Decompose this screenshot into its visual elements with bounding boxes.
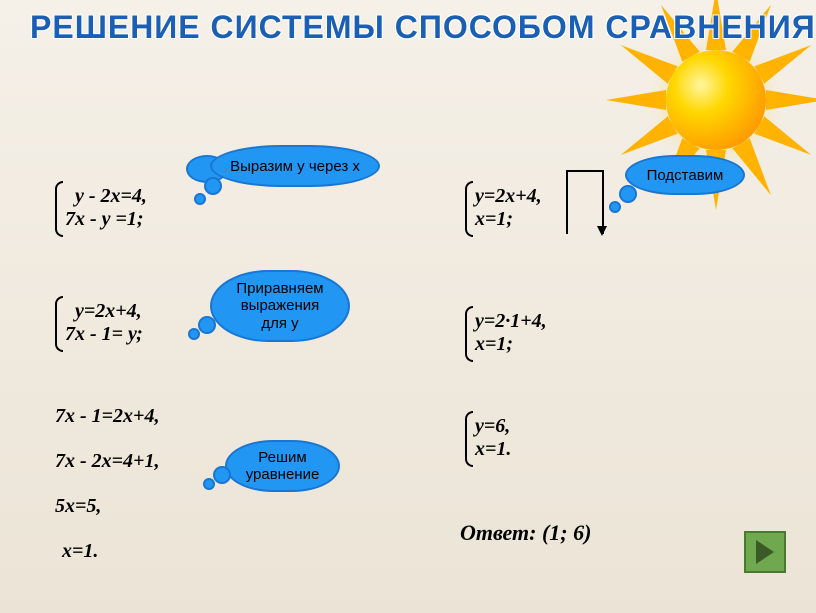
system-3: у=2х+4, х=1; — [475, 185, 542, 231]
eq-line: х=1; — [475, 208, 542, 231]
eq-line: х=1. — [475, 438, 511, 461]
page-title: РЕШЕНИЕ СИСТЕМЫ СПОСОБОМ СРАВНЕНИЯ — [30, 10, 816, 45]
cloud-text: Решим уравнение — [241, 449, 324, 484]
cloud-text: Подставим — [647, 167, 724, 184]
eq-line: у=2х+4, — [65, 300, 143, 323]
hint-cloud-substitute: Подставим — [625, 155, 745, 195]
eq-line: у=2х+4, — [475, 185, 542, 208]
eq-line: у - 2х=4, — [65, 185, 147, 208]
hint-cloud-express: Выразим у через х — [210, 145, 380, 187]
eq-line: у=6, — [475, 415, 511, 438]
hint-cloud-solve: Решим уравнение — [225, 440, 340, 492]
system-5: у=6, х=1. — [475, 415, 511, 461]
eq-line: х=1; — [475, 333, 547, 356]
eq-line: 7х - у =1; — [65, 208, 147, 231]
system-4: у=2·1+4, х=1; — [475, 310, 547, 356]
next-button[interactable] — [744, 531, 786, 573]
answer-text: Ответ: (1; 6) — [460, 520, 591, 546]
equation-step: 5х=5, — [55, 495, 101, 518]
cloud-text: Выразим у через х — [230, 158, 360, 175]
eq-line: у=2·1+4, — [475, 310, 547, 333]
system-2: у=2х+4, 7х - 1= у; — [65, 300, 143, 346]
eq-line: 7х - 1= у; — [65, 323, 143, 346]
equation-step: х=1. — [62, 540, 98, 563]
cloud-text: Приравняем выражения для у — [226, 280, 334, 332]
equation-step: 7х - 1=2х+4, — [55, 405, 159, 428]
hint-cloud-equate: Приравняем выражения для у — [210, 270, 350, 342]
substitution-arrow — [566, 170, 604, 234]
system-1: у - 2х=4, 7х - у =1; — [65, 185, 147, 231]
equation-step: 7х - 2х=4+1, — [55, 450, 159, 473]
